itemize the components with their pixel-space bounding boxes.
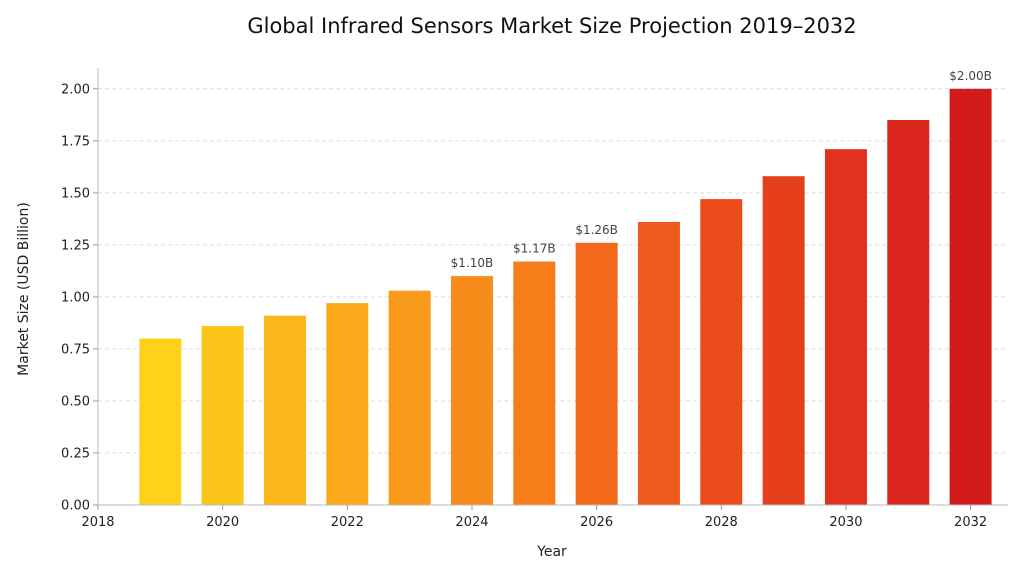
- bar-2026: [575, 242, 618, 506]
- x-tick-label-5: 2028: [705, 515, 738, 530]
- x-tick-label-1: 2020: [206, 515, 239, 530]
- bar-2021: [263, 315, 306, 505]
- y-tick-label-4: 1.00: [61, 290, 90, 305]
- y-axis-label: Market Size (USD Billion): [16, 202, 32, 376]
- bar-2029: [762, 176, 805, 505]
- x-tick-label-7: 2032: [954, 515, 987, 530]
- y-tick-label-0: 0.00: [61, 499, 90, 514]
- data-label-2025: $1.17B: [513, 242, 556, 256]
- data-labels: $1.10B $1.17B $1.26B $2.00B: [451, 69, 992, 270]
- bars: [139, 88, 992, 506]
- x-tick-label-2: 2022: [331, 515, 364, 530]
- y-tick-label-1: 0.25: [61, 446, 90, 461]
- y-tick-label-2: 0.50: [61, 394, 90, 409]
- bar-2032: [949, 88, 992, 506]
- data-label-2024: $1.10B: [451, 256, 494, 270]
- chart-title: Global Infrared Sensors Market Size Proj…: [247, 14, 856, 38]
- bar-2024: [450, 276, 493, 505]
- bar-2020: [201, 326, 244, 505]
- x-tick-label-3: 2024: [455, 515, 488, 530]
- y-tick-label-6: 1.50: [61, 186, 90, 201]
- x-tick-label-6: 2030: [829, 515, 862, 530]
- bar-2025: [513, 261, 556, 505]
- x-tick-label-4: 2026: [580, 515, 613, 530]
- y-axis-ticks: 0.00 0.25 0.50 0.75 1.00 1.25 1.50 1.75 2.00: [61, 82, 98, 514]
- x-tick-label-0: 2018: [81, 515, 114, 530]
- data-label-2026: $1.26B: [575, 223, 618, 237]
- y-tick-label-3: 0.75: [61, 342, 90, 357]
- data-label-2032: $2.00B: [949, 69, 992, 83]
- bar-2022: [326, 303, 369, 505]
- bar-2030: [824, 149, 867, 505]
- y-tick-label-7: 1.75: [61, 134, 90, 149]
- y-tick-label-8: 2.00: [61, 82, 90, 97]
- bar-2031: [887, 120, 930, 506]
- y-tick-label-5: 1.25: [61, 238, 90, 253]
- bar-2028: [700, 199, 743, 505]
- bar-2019: [139, 338, 182, 505]
- x-axis-ticks: 2018 2020 2022 2024 2026 2028 2030 2032: [81, 505, 987, 530]
- x-axis-label: Year: [536, 544, 567, 560]
- bar-2023: [388, 290, 431, 505]
- bar-2027: [637, 221, 680, 505]
